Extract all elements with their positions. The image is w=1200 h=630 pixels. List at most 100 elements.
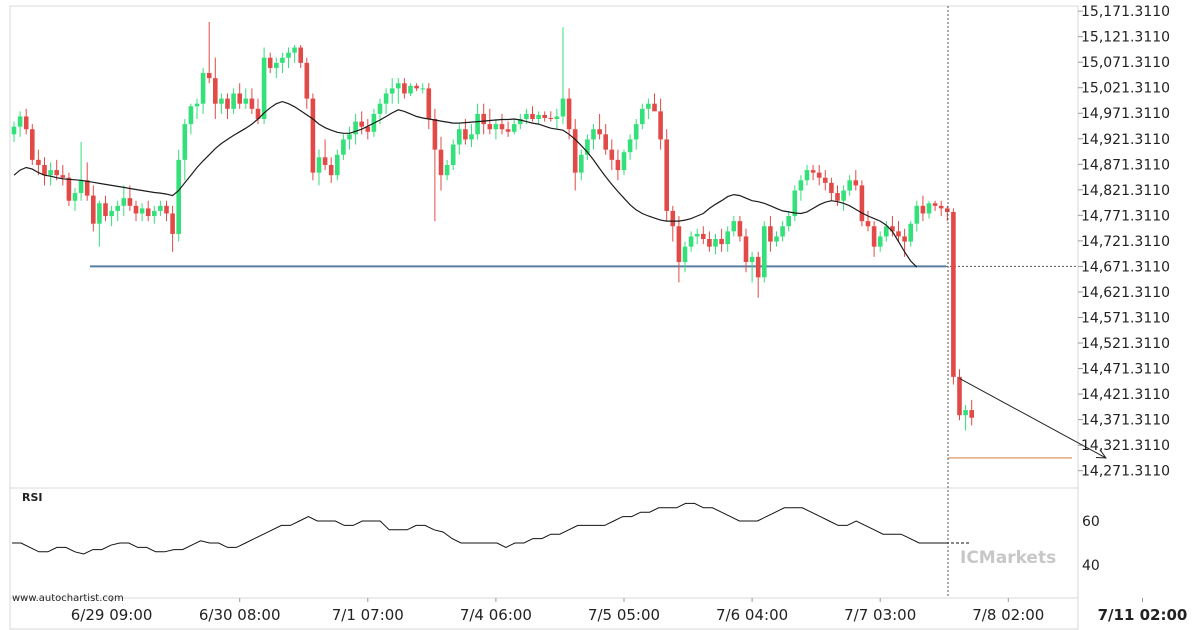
candle-body xyxy=(127,198,133,206)
brand-logo: ICMarkets xyxy=(960,548,1056,568)
rsi-line xyxy=(12,502,946,555)
candles xyxy=(11,21,974,431)
price-tick-label: 14,321.3110 xyxy=(1081,438,1170,454)
candle-body xyxy=(133,205,139,214)
candle-body xyxy=(603,134,608,150)
candle-body xyxy=(530,113,535,120)
candle-body xyxy=(621,152,627,171)
candle-body xyxy=(463,129,468,140)
price-tick-label: 14,571.3110 xyxy=(1081,310,1170,326)
candle-body xyxy=(426,88,432,120)
rsi-tick-label: 60 xyxy=(1082,514,1100,530)
candle-body xyxy=(237,93,242,104)
price-tick-label: 14,921.3110 xyxy=(1081,132,1170,148)
candle-body xyxy=(511,124,517,132)
candle-body xyxy=(231,93,236,109)
candle-body xyxy=(694,233,700,237)
candle-body xyxy=(597,129,602,135)
candle-body xyxy=(804,170,810,181)
candle-body xyxy=(816,172,822,178)
candle-body xyxy=(243,98,249,104)
candle-body xyxy=(36,159,41,165)
candle-body xyxy=(359,121,364,127)
candle-body xyxy=(176,159,181,234)
candle-body xyxy=(42,164,47,176)
candle-body xyxy=(518,119,523,125)
candle-body xyxy=(109,210,114,217)
candle-body xyxy=(713,239,718,247)
candle-body xyxy=(365,126,371,132)
candle-body xyxy=(219,98,224,104)
candle-body xyxy=(670,210,676,227)
candle-body xyxy=(823,177,828,183)
time-tick-label: 7/11 02:00 xyxy=(1098,606,1188,624)
price-tick-label: 14,721.3110 xyxy=(1081,234,1170,250)
candle-body xyxy=(164,205,169,214)
candle-body xyxy=(475,113,480,135)
candle-body xyxy=(682,246,688,262)
candle-body xyxy=(457,129,462,145)
candle-body xyxy=(292,47,297,53)
candle-body xyxy=(11,126,17,135)
candle-body xyxy=(768,226,773,242)
candle-body xyxy=(536,114,541,120)
candle-body xyxy=(548,117,554,120)
price-tick-label: 14,471.3110 xyxy=(1081,362,1170,378)
candle-body xyxy=(743,236,749,262)
candle-body xyxy=(286,52,291,58)
candle-body xyxy=(17,116,23,127)
ma-line xyxy=(13,100,918,268)
candle-body xyxy=(450,144,456,165)
candle-body xyxy=(902,236,907,242)
candle-body xyxy=(115,205,120,211)
time-tick-label: 7/4 06:00 xyxy=(460,606,532,624)
candle-body xyxy=(633,124,639,140)
candle-body xyxy=(158,205,163,211)
support-line xyxy=(90,265,1078,459)
price-tick-label: 15,171.3110 xyxy=(1081,4,1170,20)
candle-body xyxy=(554,116,560,120)
candle-body xyxy=(676,226,682,262)
candle-body xyxy=(969,410,974,418)
candle-body xyxy=(835,193,840,201)
candle-body xyxy=(213,78,218,104)
candle-body xyxy=(347,134,352,140)
candle-body xyxy=(66,177,72,201)
candle-body xyxy=(524,113,529,120)
plot-border xyxy=(9,5,1079,630)
candle-body xyxy=(737,221,743,237)
candle-body xyxy=(664,139,669,211)
candle-body xyxy=(48,170,53,176)
candle-body xyxy=(640,108,645,125)
candle-body xyxy=(316,157,322,173)
time-tick-label: 7/8 02:00 xyxy=(972,606,1044,624)
price-tick-label: 14,371.3110 xyxy=(1081,413,1170,429)
candle-body xyxy=(810,170,816,173)
candle-body xyxy=(432,119,438,150)
candle-body xyxy=(30,129,35,160)
price-tick-label: 15,021.3110 xyxy=(1081,81,1170,97)
candle-body xyxy=(908,223,913,242)
candle-body xyxy=(335,154,340,176)
candle-body xyxy=(261,57,267,120)
candle-body xyxy=(725,231,730,245)
candle-body xyxy=(957,376,962,416)
candle-body xyxy=(72,193,78,201)
candle-body xyxy=(341,139,346,155)
candle-body xyxy=(688,236,694,247)
candle-body xyxy=(249,98,255,109)
candle-body xyxy=(322,157,328,165)
candle-body xyxy=(938,205,944,209)
candle-body xyxy=(23,116,29,130)
candle-body xyxy=(884,226,889,237)
candle-body xyxy=(572,129,578,173)
candle-body xyxy=(255,108,261,120)
time-tick-label: 7/6 04:00 xyxy=(716,606,788,624)
candle-body xyxy=(481,113,486,125)
candle-body xyxy=(798,180,804,191)
candle-body xyxy=(353,121,358,135)
candle-body xyxy=(408,85,413,94)
candle-body xyxy=(420,88,425,90)
candle-body xyxy=(609,149,615,160)
